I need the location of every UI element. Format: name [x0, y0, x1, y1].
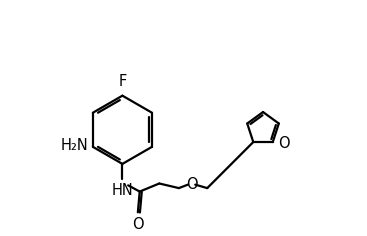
Text: O: O	[278, 136, 290, 151]
Text: O: O	[186, 177, 197, 192]
Text: H₂N: H₂N	[61, 138, 88, 153]
Text: HN: HN	[112, 184, 133, 198]
Text: F: F	[118, 74, 127, 89]
Text: O: O	[132, 217, 143, 232]
